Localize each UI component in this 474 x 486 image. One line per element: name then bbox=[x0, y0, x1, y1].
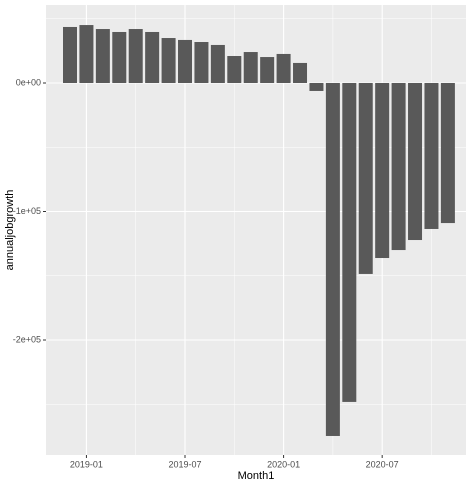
x-tick-label: 2020-01 bbox=[267, 459, 300, 469]
bar bbox=[145, 31, 160, 83]
bar bbox=[276, 53, 291, 83]
bar bbox=[260, 57, 275, 83]
bar bbox=[178, 39, 193, 83]
bar bbox=[440, 82, 455, 224]
bar bbox=[128, 29, 143, 83]
x-tick-label: 2020-07 bbox=[366, 459, 399, 469]
x-tick-label: 2019-07 bbox=[168, 459, 201, 469]
bar bbox=[342, 82, 357, 402]
y-tick-label: -1e+05 bbox=[13, 206, 41, 216]
bar bbox=[424, 82, 439, 229]
bar bbox=[210, 44, 225, 83]
bar bbox=[243, 52, 258, 83]
bar bbox=[79, 25, 94, 83]
bar bbox=[325, 82, 340, 436]
x-tick-label: 2019-01 bbox=[70, 459, 103, 469]
bar bbox=[161, 38, 176, 83]
bar bbox=[293, 62, 308, 83]
bar bbox=[194, 42, 209, 83]
x-axis-title: Month1 bbox=[238, 470, 275, 482]
bar bbox=[63, 26, 77, 83]
y-tick-label: -2e+05 bbox=[13, 334, 41, 344]
bar bbox=[309, 82, 324, 91]
bar bbox=[408, 82, 423, 241]
bar bbox=[375, 82, 390, 259]
y-tick-label: 0e+00 bbox=[16, 77, 41, 87]
bar bbox=[112, 31, 127, 83]
bar bbox=[95, 29, 110, 83]
bar bbox=[391, 82, 406, 251]
bar bbox=[227, 56, 242, 83]
bar bbox=[358, 82, 373, 274]
y-axis-title: annualjobgrowth bbox=[4, 190, 16, 271]
